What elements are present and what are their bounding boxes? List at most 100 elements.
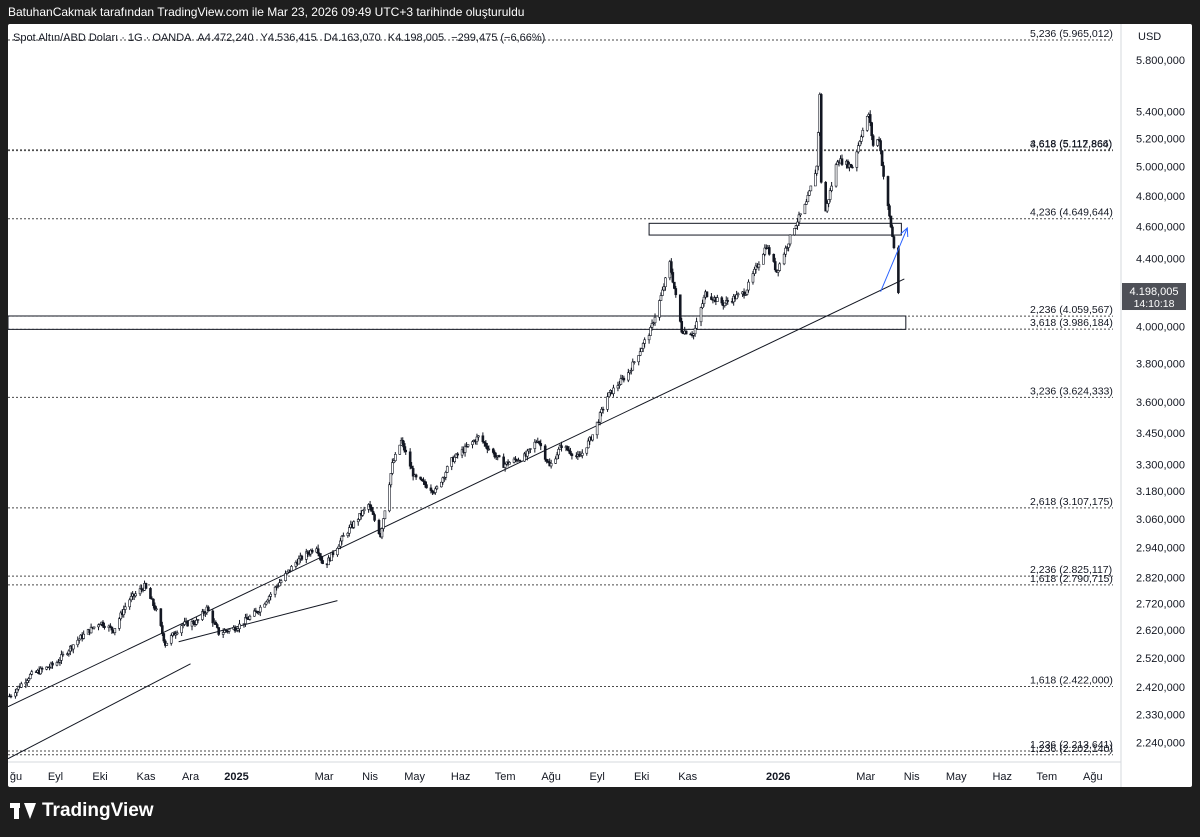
candle-down (886, 176, 890, 207)
candle-up (279, 580, 283, 584)
candle-up (92, 626, 96, 629)
candle-up (337, 545, 341, 549)
candle-down (720, 297, 724, 304)
candle-up (736, 293, 740, 296)
candle-up (434, 488, 437, 493)
time-tick-label: May (404, 771, 425, 783)
candle-up (356, 519, 360, 523)
candle-up (816, 132, 820, 167)
candle-up (808, 190, 811, 196)
candle-up (662, 286, 666, 291)
candle-down (411, 468, 415, 477)
candle-up (595, 421, 599, 436)
candle-up (803, 204, 807, 215)
candle-up (221, 632, 225, 635)
tradingview-logo-icon (10, 803, 36, 819)
legend-low-value: 4.163,070 (332, 32, 381, 44)
candle-down (318, 553, 321, 557)
candle-up (27, 678, 31, 681)
trendline (178, 600, 338, 643)
candle-up (526, 450, 529, 457)
candle-up (631, 361, 635, 371)
candle-up (629, 369, 633, 372)
candle-up (857, 145, 860, 153)
candle-up (650, 323, 654, 328)
price-axis-ticks[interactable]: 5.800,000 5.400,000 5.200,000 5.000,000 4.80… (1136, 55, 1185, 749)
candle-up (238, 623, 241, 630)
time-tick-label: ğu (10, 771, 22, 783)
candle-down (319, 555, 323, 561)
trendlines (8, 278, 905, 760)
candle-down (710, 296, 713, 300)
time-tick-label: 2025 (224, 771, 248, 783)
candle-down (849, 163, 853, 168)
candle-down (215, 624, 219, 628)
legend-close-value: 4.198,005 (395, 32, 444, 44)
candle-down (152, 598, 155, 606)
candle-down (622, 377, 626, 381)
price-tick-label: 4.600,000 (1136, 221, 1185, 233)
candle-up (585, 447, 589, 454)
candle-down (211, 610, 215, 624)
candle-up (763, 247, 767, 255)
candle-down (539, 443, 543, 447)
candle-up (352, 521, 356, 528)
fib-level-label: 2,236 (2.825,117) (1030, 564, 1112, 576)
candle-up (258, 606, 262, 613)
arrow-shaft (880, 227, 908, 292)
candle-up (503, 463, 507, 468)
candle-down (414, 474, 418, 478)
time-tick-label: Tem (1036, 771, 1057, 783)
candle-up (557, 448, 560, 456)
candle-up (435, 486, 439, 490)
tradingview-logo[interactable]: TradingView (10, 800, 154, 822)
fib-level-label: 3,618 (5.112,864) (1030, 139, 1112, 151)
candle-down (891, 226, 894, 237)
logo-text: TradingView (42, 800, 154, 821)
candle-down (316, 548, 320, 554)
candle-down (484, 442, 488, 447)
price-chart[interactable]: Spot Altın/ABD Doları · 1G · OANDA A4.47… (8, 24, 1192, 787)
candle-up (45, 666, 48, 670)
time-tick-label: May (946, 771, 967, 783)
price-tick-label: 3.600,000 (1136, 397, 1185, 409)
price-tick-label: 2.820,000 (1136, 572, 1185, 584)
price-tick-label: 4.000,000 (1136, 322, 1185, 334)
candle-up (693, 327, 697, 335)
time-axis-ticks[interactable]: ğu Eyl Eki Kas Ara 2025 Mar Nis May Haz Tem Ağu Eyl E… (10, 771, 1103, 783)
price-tick-label: 2.940,000 (1136, 542, 1185, 554)
candle-up (787, 243, 790, 248)
candle-up (336, 548, 339, 556)
candle-up (113, 628, 117, 633)
candle-up (825, 203, 829, 212)
candle-down (402, 443, 406, 451)
candle-up (778, 263, 781, 271)
candle-up (533, 441, 537, 449)
candle-down (772, 253, 776, 262)
candle-up (581, 452, 584, 456)
candle-up (653, 316, 657, 324)
candle-down (518, 460, 522, 462)
candle-up (175, 632, 179, 635)
candle-up (155, 608, 158, 611)
candle-up (444, 472, 448, 478)
candle-up (267, 596, 271, 601)
candle-up (701, 303, 704, 308)
candle-down (678, 294, 682, 322)
chart-panel[interactable]: Spot Altın/ABD Doları · 1G · OANDA A4.47… (8, 24, 1192, 787)
candle-up (827, 199, 830, 204)
candle-up (830, 185, 833, 191)
legend-symbol: Spot Altın/ABD Doları · 1G · OANDA (13, 32, 192, 44)
price-tick-label: 2.520,000 (1136, 653, 1185, 665)
candle-up (348, 527, 351, 534)
fib-level-label: 2,618 (3.107,175) (1030, 496, 1113, 508)
candle-down (214, 621, 218, 625)
candle-down (300, 555, 304, 560)
candle-up (471, 441, 474, 445)
candle-down (870, 122, 873, 137)
candle-down (851, 166, 854, 169)
time-tick-label: Ağu (1083, 771, 1103, 783)
candle-up (60, 654, 63, 661)
price-tick-label: 2.240,000 (1136, 738, 1185, 750)
candle-up (637, 355, 641, 363)
